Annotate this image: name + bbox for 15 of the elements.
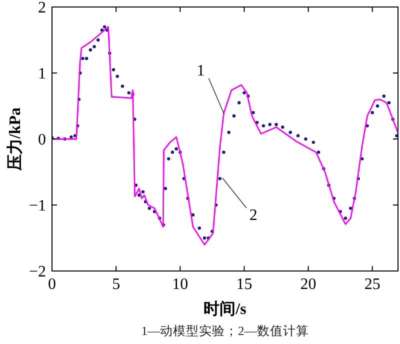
annotation: 2 xyxy=(249,206,258,224)
y-tick-label: −2 xyxy=(28,264,46,280)
y-tick-label: 1 xyxy=(38,66,46,82)
x-tick-label: 25 xyxy=(364,276,380,293)
x-axis-title: 时间/s xyxy=(204,300,246,318)
y-tick-label: 2 xyxy=(38,0,46,16)
text: 1—动模型实验；2—数值计算 xyxy=(141,324,309,338)
x-tick-label: 5 xyxy=(112,276,120,293)
y-tick-label: 0 xyxy=(38,132,46,148)
y-axis-title: 压力/kPa xyxy=(6,107,24,172)
x-tick-label: 20 xyxy=(300,276,316,293)
x-tick-label: 15 xyxy=(236,276,252,293)
annotation: 1 xyxy=(196,62,205,80)
x-tick-label: 10 xyxy=(172,276,188,293)
y-tick-label: −1 xyxy=(28,198,46,214)
